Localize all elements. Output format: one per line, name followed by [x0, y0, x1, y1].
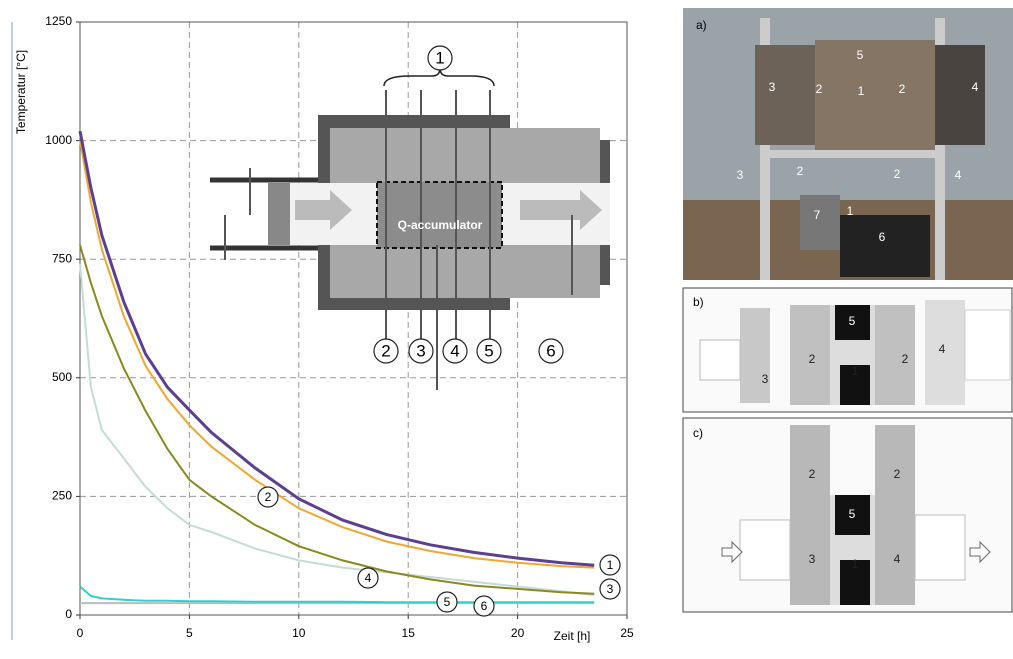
part-number: 3: [762, 372, 769, 386]
part-number: 2: [894, 467, 901, 481]
marker-label: 5: [484, 341, 493, 360]
part-number: 2: [902, 352, 909, 366]
part-number: 7: [814, 208, 821, 222]
part-number: 1: [852, 557, 859, 571]
y-tick-label: 250: [52, 489, 72, 503]
part-number: 5: [857, 48, 864, 62]
inset-diagram: Q-accumulator 1 2 3 4 5 6: [210, 46, 610, 390]
part-number: 2: [894, 167, 901, 181]
marker-label: 1: [435, 48, 444, 67]
panel-label: b): [693, 295, 704, 309]
part-number: 5: [849, 507, 856, 521]
panel-a: a): [683, 8, 1013, 280]
y-axis-label: Temperatur [°C]: [14, 50, 28, 134]
block: [700, 340, 740, 380]
core: [377, 182, 502, 248]
part-number: 5: [849, 314, 856, 328]
part-number: 2: [816, 82, 823, 96]
block: [790, 425, 830, 605]
frame: [760, 150, 945, 158]
x-tick-label: 10: [292, 626, 306, 640]
part-number: 3: [769, 80, 776, 94]
plot-frame: [80, 22, 627, 615]
part-number: 2: [809, 467, 816, 481]
block: [935, 45, 985, 145]
marker-label: 2: [381, 341, 390, 360]
part-number: 3: [809, 552, 816, 566]
series-label: 1: [607, 558, 614, 572]
x-tick-label: 25: [620, 626, 634, 640]
series-label: 4: [365, 571, 372, 585]
box: [840, 215, 930, 277]
block: [915, 515, 965, 580]
x-tick-label: 20: [511, 626, 525, 640]
part-number: 3: [737, 168, 744, 182]
series-label: 3: [607, 582, 614, 596]
panel-c: c): [683, 418, 1012, 612]
block: [965, 310, 1010, 380]
block: [875, 425, 915, 605]
series-label: 5: [444, 595, 451, 609]
part-number: 2: [809, 352, 816, 366]
y-tick-label: 0: [65, 607, 72, 621]
y-tick-label: 500: [52, 370, 72, 384]
marker-label: 3: [416, 341, 425, 360]
part-number: 2: [899, 82, 906, 96]
part-number: 6: [879, 230, 886, 244]
panel-b: b): [683, 288, 1012, 412]
series-label: 2: [265, 490, 272, 504]
block: [875, 305, 915, 405]
x-axis-label: Zeit [h]: [554, 629, 591, 643]
part-number: 4: [955, 168, 962, 182]
y-tick-label: 1000: [45, 133, 72, 147]
part-number: 2: [797, 164, 804, 178]
mesh: [268, 183, 290, 245]
x-tick-label: 15: [402, 626, 416, 640]
marker-label: 4: [450, 341, 459, 360]
block: [815, 40, 935, 150]
inset-label: Q-accumulator: [398, 218, 483, 232]
y-tick-label: 1250: [45, 14, 72, 28]
series-label: 6: [481, 599, 488, 613]
marker-label: 6: [546, 341, 555, 360]
panel-label: c): [693, 426, 703, 440]
brace: [384, 68, 494, 86]
x-tick-label: 0: [77, 626, 84, 640]
part-number: 4: [939, 342, 946, 356]
part-number: 4: [972, 80, 979, 94]
y-tick-label: 750: [52, 251, 72, 265]
figure: 0510152025025050075010001250Temperatur […: [0, 0, 1013, 659]
part-number: 4: [894, 552, 901, 566]
panel-label: a): [696, 18, 707, 32]
box: [800, 195, 840, 250]
block: [740, 520, 790, 580]
block: [755, 45, 815, 145]
part-number: 1: [858, 84, 865, 98]
x-tick-label: 5: [186, 626, 193, 640]
block: [740, 308, 770, 403]
part-number: 1: [852, 364, 859, 378]
part-number: 1: [847, 204, 854, 218]
